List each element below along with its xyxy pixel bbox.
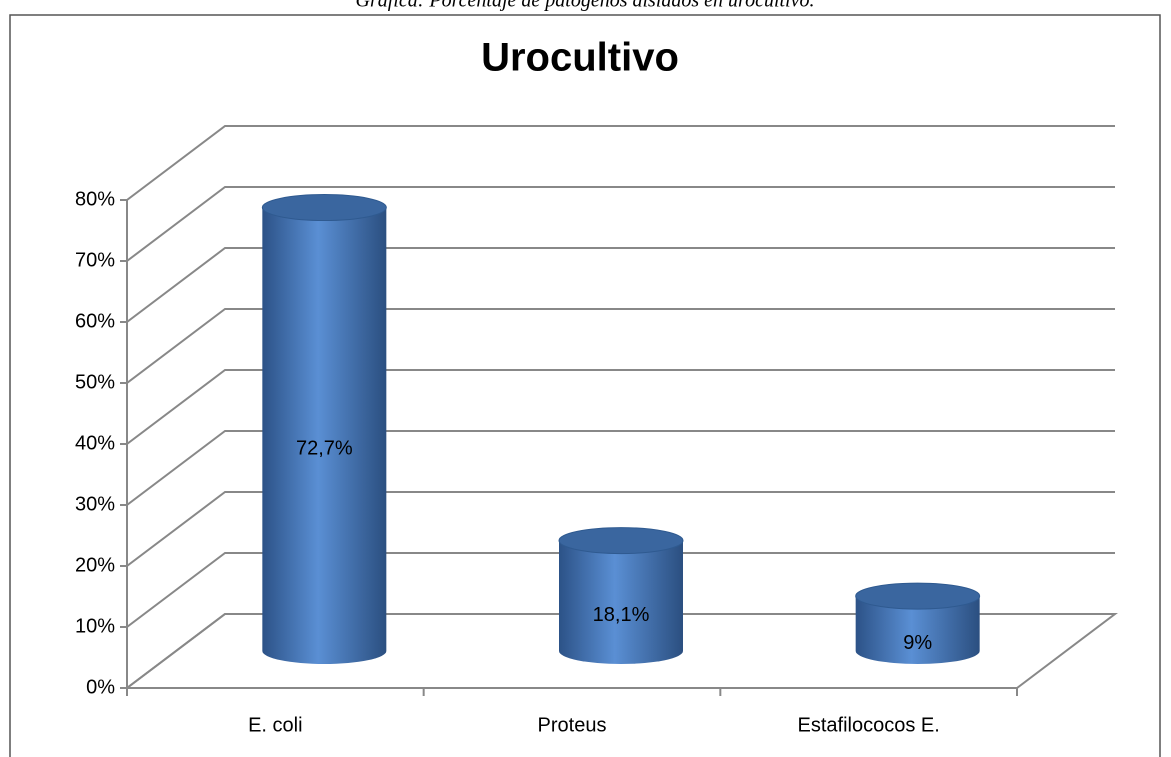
grid-line — [126, 430, 1115, 506]
grid-line — [126, 552, 1115, 628]
grid-line — [126, 369, 1115, 445]
bar — [558, 527, 684, 664]
caption: Gráfica: Porcentaje de patógenos aislado… — [356, 0, 815, 12]
y-tick-label: 0% — [86, 676, 115, 698]
bar — [855, 582, 981, 664]
grid-line — [126, 308, 1115, 384]
data-label: 72,7% — [296, 438, 353, 460]
chart-title: Urocultivo — [481, 36, 679, 80]
grid-line — [126, 613, 1115, 689]
y-tick-label: 40% — [75, 432, 115, 454]
y-tick-label: 30% — [75, 493, 115, 515]
bar-body — [262, 207, 387, 664]
y-tick-label: 70% — [75, 249, 115, 271]
grid-line — [126, 247, 1115, 323]
y-tick-label: 10% — [75, 615, 115, 637]
bar-top — [855, 582, 981, 610]
grid-line — [126, 186, 1115, 262]
data-label: 18,1% — [593, 604, 650, 626]
x-tick-label: E. coli — [248, 714, 302, 736]
bar-top — [261, 194, 387, 222]
data-label: 9% — [903, 632, 932, 654]
grid-line — [126, 491, 1115, 567]
x-tick-label: Estafilococos E. — [798, 714, 940, 736]
y-tick-label: 80% — [75, 188, 115, 210]
chart-border — [9, 14, 1161, 757]
bar-top — [558, 527, 684, 555]
bar-body — [855, 596, 980, 664]
bar — [261, 194, 387, 664]
y-tick-label: 60% — [75, 310, 115, 332]
y-tick-label: 50% — [75, 371, 115, 393]
y-tick-label: 20% — [75, 554, 115, 576]
grid-line — [126, 125, 1115, 201]
x-tick-label: Proteus — [538, 714, 607, 736]
bar-body — [559, 540, 683, 664]
